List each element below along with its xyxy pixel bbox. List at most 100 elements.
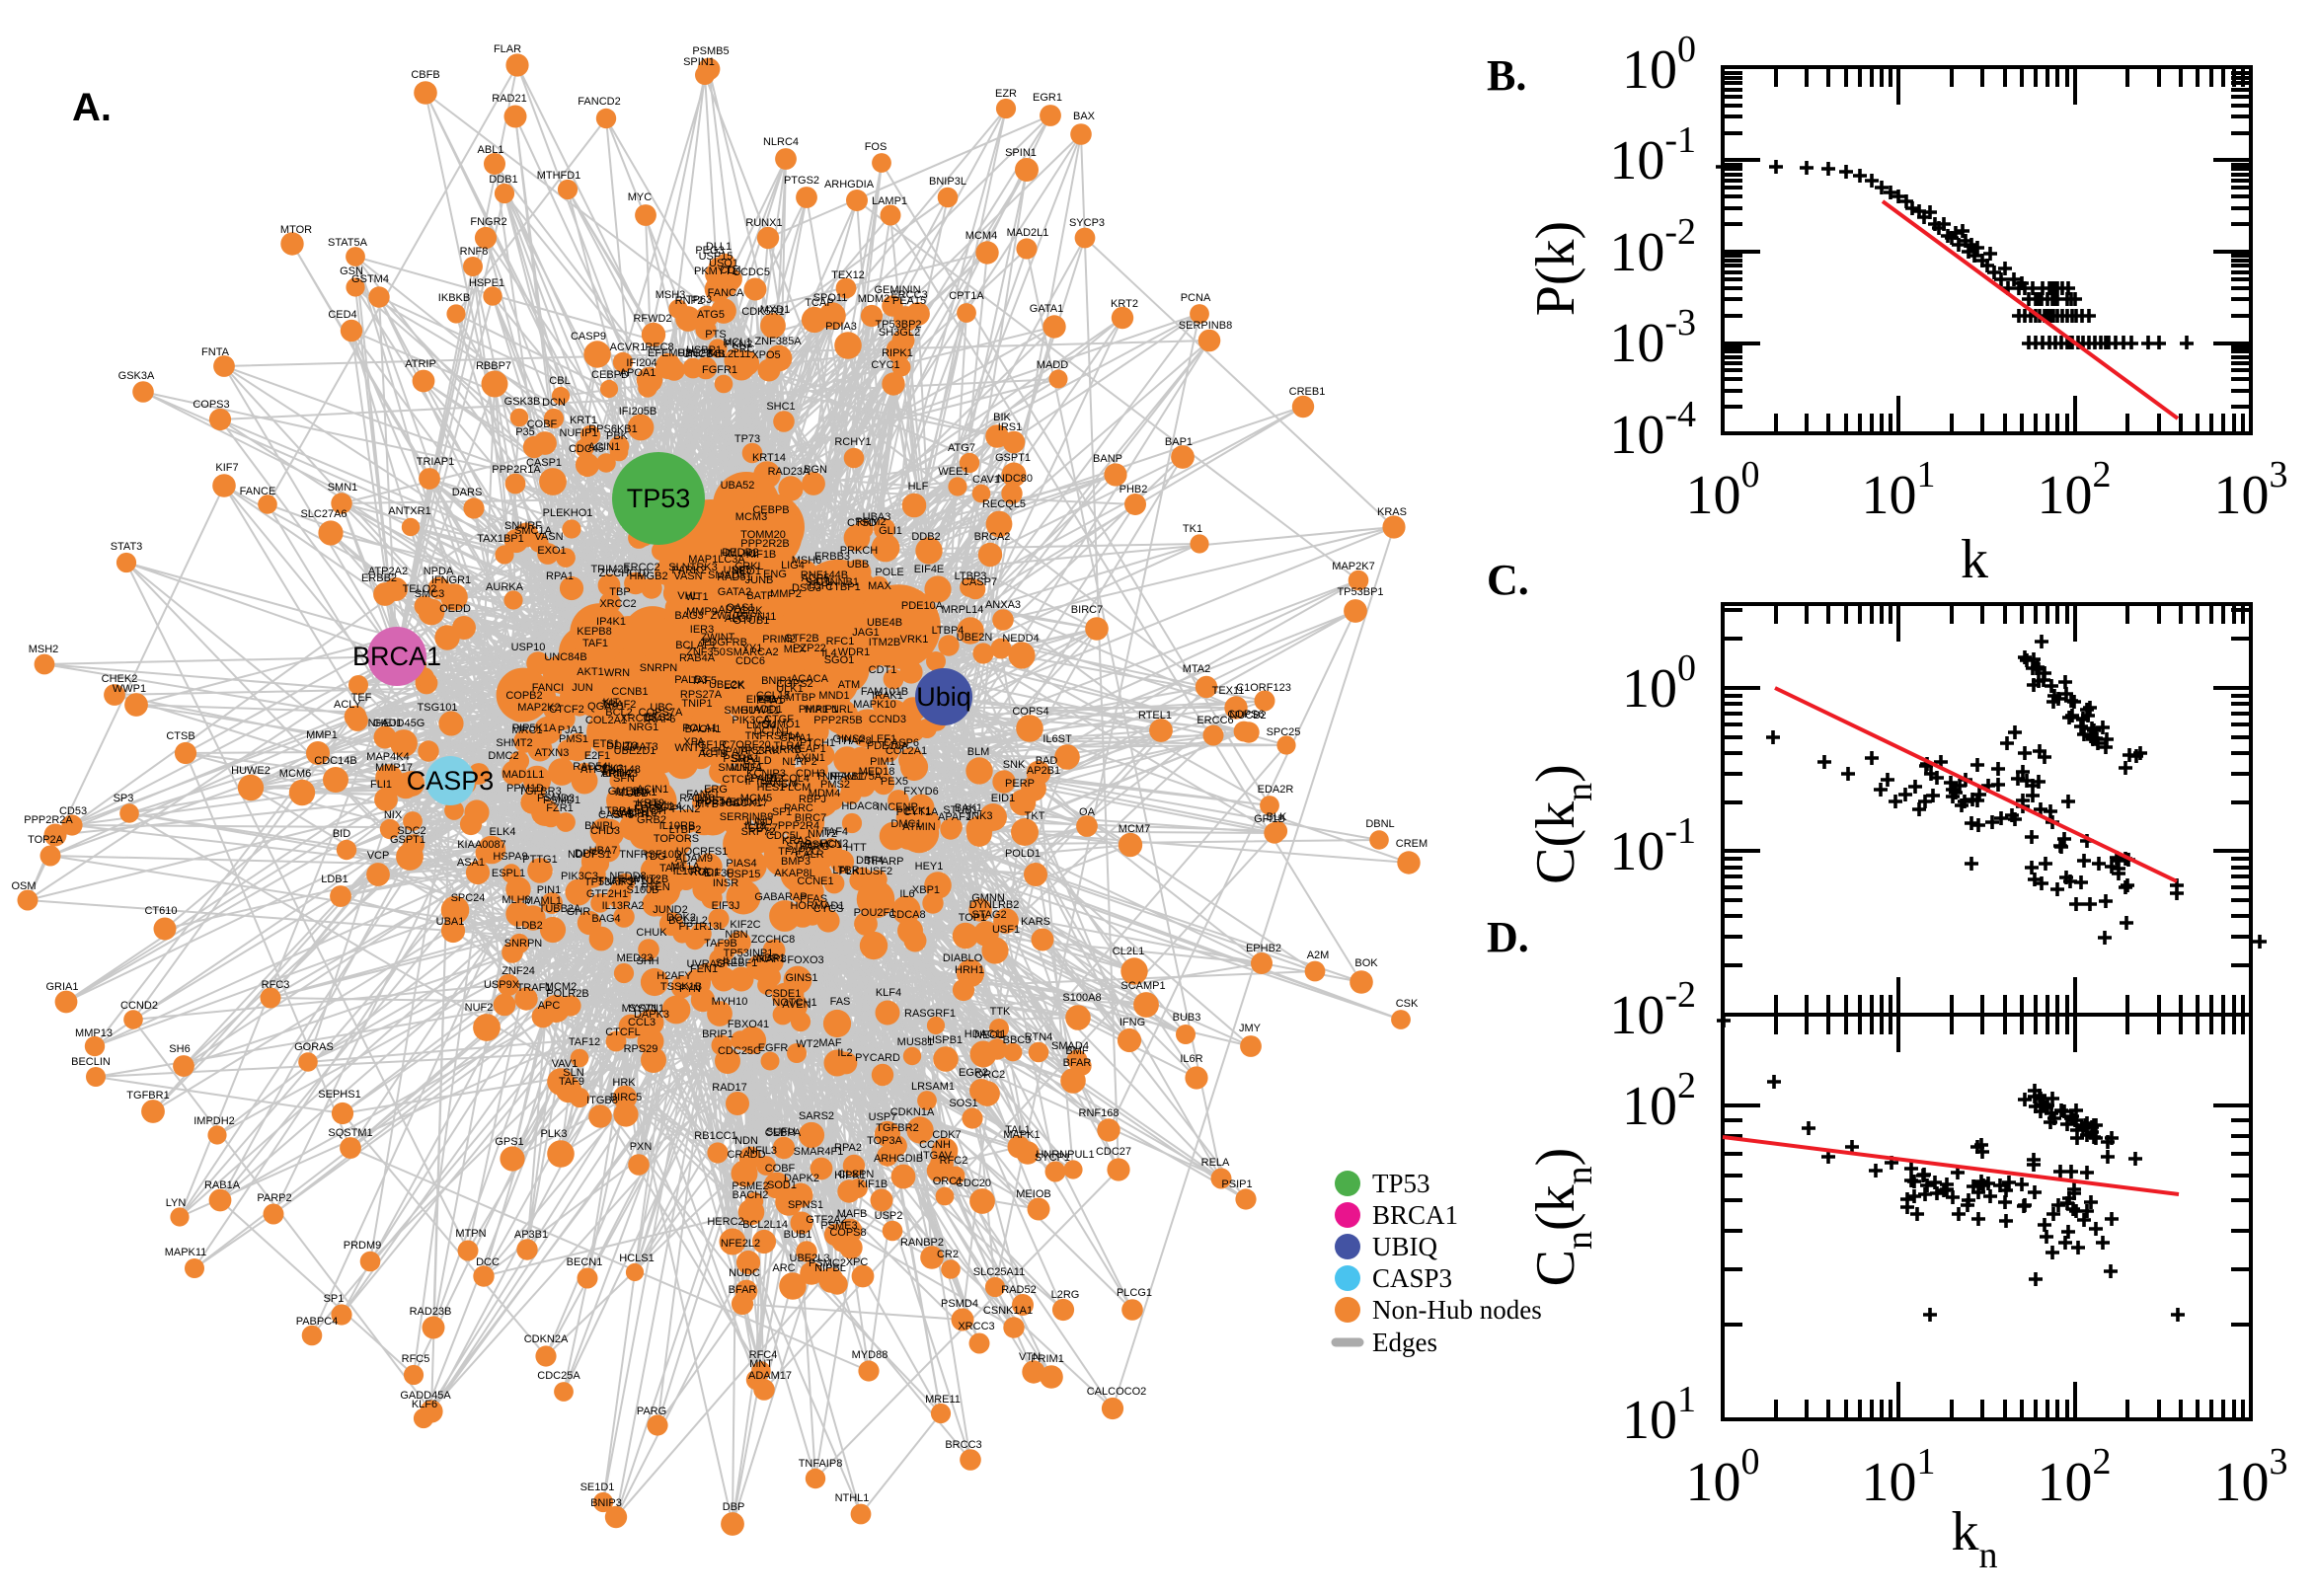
svg-text:BRCA1: BRCA1 bbox=[352, 642, 441, 671]
svg-text:ERBB3: ERBB3 bbox=[814, 551, 850, 563]
svg-text:BUB1: BUB1 bbox=[784, 1229, 812, 1241]
svg-text:EGFR: EGFR bbox=[758, 1042, 789, 1054]
svg-text:BCL2: BCL2 bbox=[605, 707, 633, 719]
svg-text:PPP3CA: PPP3CA bbox=[697, 798, 740, 809]
svg-text:FLAR: FLAR bbox=[494, 43, 521, 55]
svg-text:DYNLRB2: DYNLRB2 bbox=[969, 899, 1020, 911]
svg-text:ALG9: ALG9 bbox=[725, 613, 752, 625]
svg-text:GTF2B: GTF2B bbox=[784, 633, 818, 645]
svg-text:USF1: USF1 bbox=[992, 924, 1020, 936]
svg-text:GTF2H1: GTF2H1 bbox=[586, 888, 628, 900]
svg-text:FOSB: FOSB bbox=[634, 803, 663, 815]
svg-text:FANCD2: FANCD2 bbox=[578, 96, 620, 108]
svg-text:IER3: IER3 bbox=[690, 624, 714, 636]
svg-text:PSMD4: PSMD4 bbox=[941, 1298, 978, 1310]
svg-text:TCAP: TCAP bbox=[805, 297, 833, 309]
svg-text:PCYT1A: PCYT1A bbox=[896, 806, 939, 818]
svg-text:RECQL5: RECQL5 bbox=[982, 498, 1026, 510]
svg-text:MRE11: MRE11 bbox=[925, 1394, 961, 1406]
svg-text:STUB1: STUB1 bbox=[943, 804, 977, 816]
svg-text:CDKN1A: CDKN1A bbox=[890, 1106, 935, 1118]
svg-text:COL2A1: COL2A1 bbox=[886, 745, 927, 757]
svg-text:PSMD2: PSMD2 bbox=[537, 793, 575, 804]
svg-text:ITGAV: ITGAV bbox=[920, 1150, 953, 1162]
svg-text:REC8: REC8 bbox=[645, 342, 673, 353]
svg-text:TP53: TP53 bbox=[627, 484, 691, 513]
svg-text:10-4: 10-4 bbox=[1609, 394, 1696, 466]
svg-text:UBE4B: UBE4B bbox=[867, 617, 902, 629]
svg-text:APAF1: APAF1 bbox=[938, 811, 971, 823]
svg-text:NIX: NIX bbox=[384, 809, 403, 821]
svg-text:PFAS: PFAS bbox=[800, 893, 827, 905]
svg-text:10-2: 10-2 bbox=[1609, 211, 1696, 283]
svg-text:CDK3: CDK3 bbox=[594, 763, 623, 775]
svg-text:VTN: VTN bbox=[1019, 1351, 1041, 1363]
svg-text:ATF3: ATF3 bbox=[580, 764, 606, 776]
svg-text:PJA1: PJA1 bbox=[558, 724, 583, 736]
svg-text:SMARCA2: SMARCA2 bbox=[726, 646, 778, 658]
svg-text:KRT14: KRT14 bbox=[752, 452, 786, 464]
svg-text:TK1: TK1 bbox=[1183, 523, 1202, 535]
svg-text:SAT1: SAT1 bbox=[806, 576, 832, 588]
svg-text:SF1: SF1 bbox=[772, 806, 792, 818]
svg-text:CBL: CBL bbox=[549, 375, 570, 387]
svg-text:KEAP1: KEAP1 bbox=[791, 743, 825, 755]
svg-text:EIF4E: EIF4E bbox=[914, 564, 945, 575]
svg-text:PDIA3: PDIA3 bbox=[825, 321, 857, 333]
svg-text:TDG: TDG bbox=[643, 851, 665, 863]
svg-text:HLF: HLF bbox=[908, 481, 929, 493]
svg-text:OTUB1: OTUB1 bbox=[733, 615, 770, 627]
svg-text:SMAD4: SMAD4 bbox=[1051, 1040, 1089, 1052]
svg-text:E2F1: E2F1 bbox=[584, 750, 610, 762]
svg-text:PLK3: PLK3 bbox=[541, 1128, 568, 1140]
svg-text:IP4K1: IP4K1 bbox=[596, 616, 626, 628]
svg-text:TNF: TNF bbox=[815, 771, 837, 783]
svg-text:MMP9: MMP9 bbox=[686, 606, 718, 618]
svg-text:NHEJ1: NHEJ1 bbox=[368, 718, 403, 729]
svg-text:AP2B1: AP2B1 bbox=[1027, 765, 1060, 777]
svg-text:CEBPA: CEBPA bbox=[765, 1127, 802, 1139]
svg-text:LTBR: LTBR bbox=[832, 865, 859, 876]
svg-text:TRAF1: TRAF1 bbox=[517, 982, 552, 994]
svg-text:MTHFD1: MTHFD1 bbox=[537, 170, 581, 182]
svg-text:KLF4: KLF4 bbox=[876, 987, 901, 999]
svg-text:PALB2: PALB2 bbox=[750, 773, 783, 785]
svg-text:CTNNB1: CTNNB1 bbox=[815, 576, 859, 588]
svg-text:PPP2R2B: PPP2R2B bbox=[740, 538, 790, 550]
svg-text:TGFBR2: TGFBR2 bbox=[876, 1122, 918, 1134]
svg-text:MCM5: MCM5 bbox=[740, 793, 772, 804]
svg-text:RPS6KB1: RPS6KB1 bbox=[588, 423, 638, 435]
svg-text:PARC: PARC bbox=[784, 802, 813, 814]
svg-text:AVEN: AVEN bbox=[782, 999, 811, 1011]
svg-text:BRCA2: BRCA2 bbox=[974, 531, 1011, 543]
svg-text:SFN: SFN bbox=[613, 773, 635, 785]
svg-text:TRAF6: TRAF6 bbox=[642, 714, 676, 725]
svg-text:DBF4: DBF4 bbox=[856, 855, 884, 867]
svg-text:PIK3CA: PIK3CA bbox=[732, 715, 771, 726]
svg-text:PYCARD: PYCARD bbox=[855, 1052, 900, 1064]
svg-text:SPC25: SPC25 bbox=[1267, 726, 1301, 738]
svg-text:FCN2: FCN2 bbox=[820, 838, 849, 850]
svg-text:FANCA: FANCA bbox=[708, 287, 744, 299]
svg-text:RPS27A: RPS27A bbox=[680, 689, 723, 701]
svg-text:EIF3J: EIF3J bbox=[712, 900, 740, 912]
svg-text:AKT1: AKT1 bbox=[577, 666, 604, 678]
svg-text:IL6ST: IL6ST bbox=[1042, 733, 1072, 745]
svg-text:UVRAG: UVRAG bbox=[686, 958, 725, 970]
svg-text:NRL: NRL bbox=[831, 704, 853, 716]
svg-text:CASP7: CASP7 bbox=[962, 576, 997, 588]
svg-text:FAM101B: FAM101B bbox=[861, 686, 908, 698]
svg-text:WNT1: WNT1 bbox=[674, 742, 705, 754]
svg-text:UBIQ: UBIQ bbox=[1372, 1232, 1437, 1261]
svg-text:JUNB: JUNB bbox=[745, 574, 774, 586]
svg-text:DARS: DARS bbox=[452, 487, 483, 498]
svg-text:NMT2: NMT2 bbox=[808, 828, 837, 840]
svg-text:SARS2: SARS2 bbox=[799, 1110, 834, 1122]
svg-text:ATMIN: ATMIN bbox=[902, 821, 935, 833]
svg-text:VASN: VASN bbox=[673, 570, 702, 582]
svg-text:IKBKB: IKBKB bbox=[438, 292, 470, 304]
svg-text:MSH2: MSH2 bbox=[29, 644, 59, 655]
svg-text:TIPARP: TIPARP bbox=[866, 856, 904, 868]
svg-text:C1ORF123: C1ORF123 bbox=[1236, 682, 1291, 694]
svg-text:DAPK3: DAPK3 bbox=[634, 1009, 669, 1021]
